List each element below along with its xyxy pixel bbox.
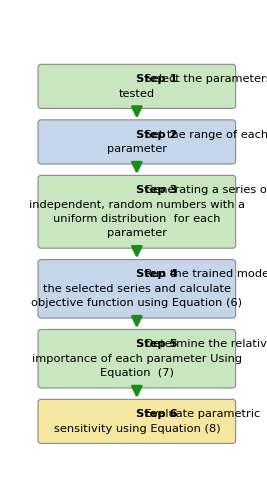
Text: Step 1: Step 1 <box>136 74 178 84</box>
Text: Step 6: Step 6 <box>136 409 178 419</box>
Text: objective function using Equation (6): objective function using Equation (6) <box>31 298 242 308</box>
Text: parameter: parameter <box>107 144 167 154</box>
Text: Equation  (7): Equation (7) <box>100 368 174 378</box>
Text: : Set the range of each: : Set the range of each <box>137 130 267 140</box>
Text: : Determine the relative: : Determine the relative <box>137 340 267 349</box>
Text: sensitivity using Equation (8): sensitivity using Equation (8) <box>53 424 220 434</box>
Text: Step 5: Step 5 <box>136 340 178 349</box>
Text: the selected series and calculate: the selected series and calculate <box>43 284 231 294</box>
Text: importance of each parameter Using: importance of each parameter Using <box>32 354 242 364</box>
Text: independent, random numbers with a: independent, random numbers with a <box>29 200 245 209</box>
FancyBboxPatch shape <box>38 120 236 164</box>
Text: Step 4: Step 4 <box>136 270 178 280</box>
Text: Step 3: Step 3 <box>136 186 178 196</box>
Text: : Select the parameters to be: : Select the parameters to be <box>137 74 267 84</box>
FancyBboxPatch shape <box>38 64 236 108</box>
Text: tested: tested <box>119 88 155 99</box>
FancyBboxPatch shape <box>38 176 236 248</box>
Text: : Run the trained model using: : Run the trained model using <box>137 270 267 280</box>
Text: Step 2: Step 2 <box>136 130 178 140</box>
Text: : Generating a series of: : Generating a series of <box>137 186 267 196</box>
FancyBboxPatch shape <box>38 400 236 444</box>
Text: uniform distribution  for each: uniform distribution for each <box>53 214 221 224</box>
Text: parameter: parameter <box>107 228 167 238</box>
Text: : Evaluate parametric: : Evaluate parametric <box>137 409 260 419</box>
FancyBboxPatch shape <box>38 260 236 318</box>
FancyBboxPatch shape <box>38 330 236 388</box>
